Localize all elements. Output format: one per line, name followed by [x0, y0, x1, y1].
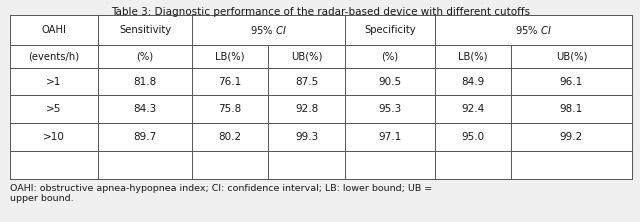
Bar	[10, 15, 632, 179]
Text: 76.1: 76.1	[218, 77, 242, 87]
Text: 92.8: 92.8	[295, 104, 318, 114]
Text: 80.2: 80.2	[218, 132, 241, 142]
Text: (%): (%)	[136, 52, 154, 61]
Text: 98.1: 98.1	[560, 104, 583, 114]
Text: UB(%): UB(%)	[291, 52, 322, 61]
Text: 99.2: 99.2	[560, 132, 583, 142]
Text: 97.1: 97.1	[378, 132, 402, 142]
Text: UB(%): UB(%)	[556, 52, 587, 61]
Text: 95.3: 95.3	[378, 104, 402, 114]
Text: 84.9: 84.9	[461, 77, 484, 87]
Text: 96.1: 96.1	[560, 77, 583, 87]
Text: 95% $\it{CI}$: 95% $\it{CI}$	[250, 24, 287, 36]
Text: 81.8: 81.8	[133, 77, 157, 87]
Text: OAHI: obstructive apnea-hypopnea index; CI: confidence interval; LB: lower bound: OAHI: obstructive apnea-hypopnea index; …	[10, 184, 432, 203]
Text: 75.8: 75.8	[218, 104, 242, 114]
Text: >5: >5	[46, 104, 61, 114]
Text: >1: >1	[46, 77, 61, 87]
Text: 90.5: 90.5	[378, 77, 401, 87]
Text: >10: >10	[43, 132, 65, 142]
Text: Table 3: Diagnostic performance of the radar-based device with different cutoffs: Table 3: Diagnostic performance of the r…	[111, 7, 531, 17]
Text: LB(%): LB(%)	[215, 52, 244, 61]
Text: OAHI: OAHI	[42, 25, 67, 35]
Text: Sensitivity: Sensitivity	[119, 25, 171, 35]
Text: 89.7: 89.7	[133, 132, 157, 142]
Text: LB(%): LB(%)	[458, 52, 488, 61]
Text: 95.0: 95.0	[461, 132, 484, 142]
Text: 95% $\it{CI}$: 95% $\it{CI}$	[515, 24, 552, 36]
Text: (events/h): (events/h)	[28, 52, 79, 61]
Text: 84.3: 84.3	[133, 104, 157, 114]
Text: (%): (%)	[381, 52, 399, 61]
Text: Specificity: Specificity	[364, 25, 416, 35]
Text: 99.3: 99.3	[295, 132, 318, 142]
Text: 87.5: 87.5	[295, 77, 318, 87]
Text: 92.4: 92.4	[461, 104, 484, 114]
